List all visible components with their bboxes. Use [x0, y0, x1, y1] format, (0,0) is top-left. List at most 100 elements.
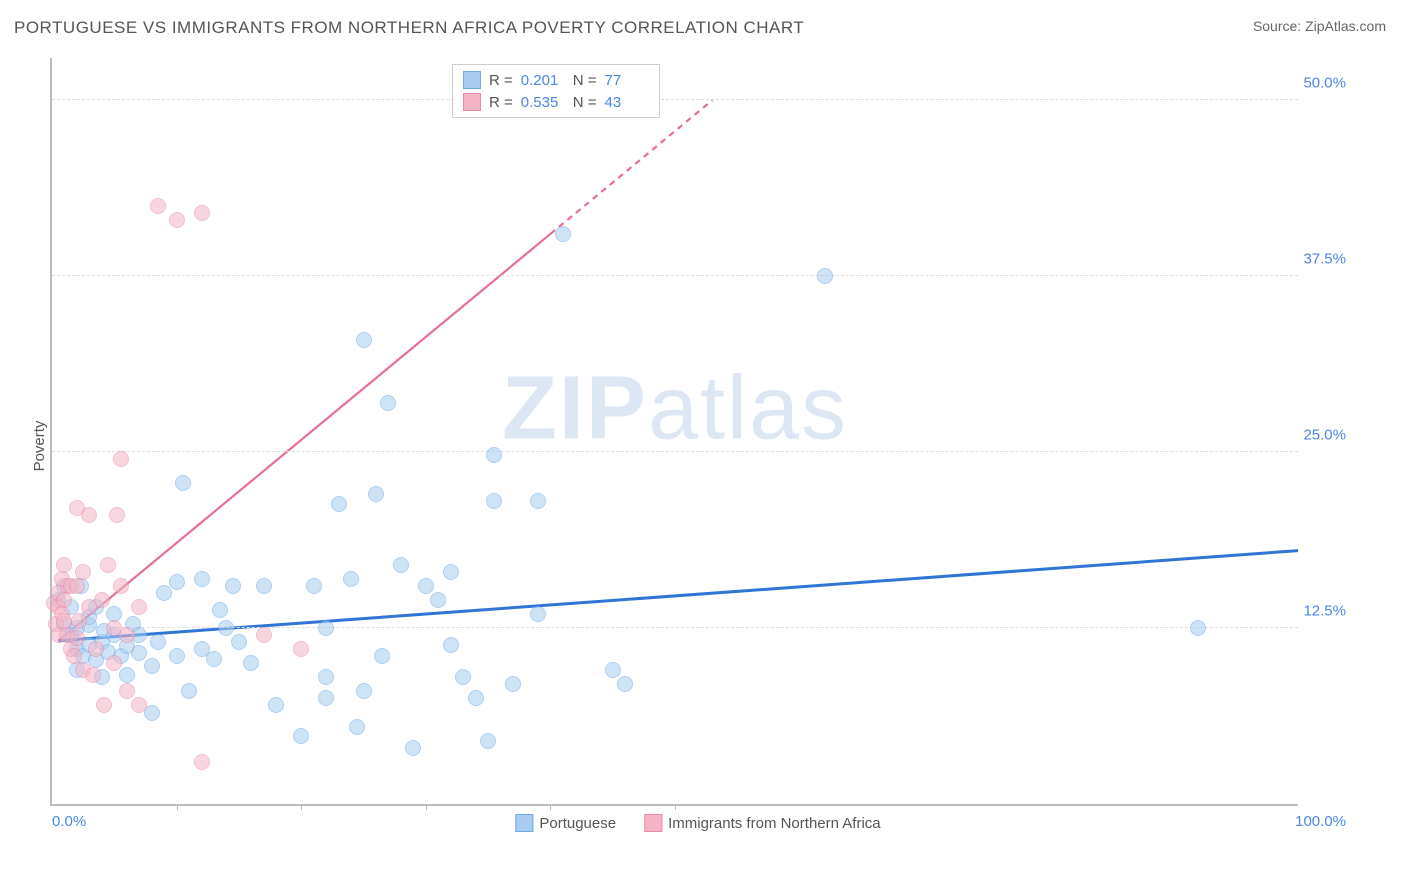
legend-row: R = 0.201 N = 77 [453, 69, 659, 91]
r-value: 0.535 [521, 94, 565, 111]
data-point [218, 620, 234, 636]
data-point [88, 641, 104, 657]
series-legend: Portuguese Immigrants from Northern Afri… [515, 814, 880, 832]
n-label: N = [573, 72, 597, 89]
legend-swatch [515, 814, 533, 832]
source-attribution: Source: ZipAtlas.com [1253, 18, 1386, 34]
watermark-rest: atlas [648, 358, 848, 458]
x-axis-max-label: 100.0% [1295, 813, 1346, 830]
data-point [374, 648, 390, 664]
n-value: 43 [605, 94, 649, 111]
data-point [430, 592, 446, 608]
data-point [455, 669, 471, 685]
x-tick-mark [177, 804, 178, 810]
data-point [169, 648, 185, 664]
x-axis-min-label: 0.0% [52, 813, 86, 830]
data-point [486, 447, 502, 463]
data-point [119, 667, 135, 683]
data-point [169, 574, 185, 590]
data-point [156, 585, 172, 601]
data-point [150, 198, 166, 214]
data-point [486, 493, 502, 509]
x-tick-mark [550, 804, 551, 810]
x-tick-mark [675, 804, 676, 810]
data-point [71, 613, 87, 629]
y-tick-label: 12.5% [1302, 603, 1346, 620]
data-point [81, 507, 97, 523]
data-point [119, 627, 135, 643]
data-point [119, 683, 135, 699]
data-point [113, 578, 129, 594]
r-label: R = [489, 94, 513, 111]
legend-row: R = 0.535 N = 43 [453, 91, 659, 113]
data-point [194, 205, 210, 221]
data-point [96, 697, 112, 713]
y-tick-label: 25.0% [1302, 427, 1346, 444]
legend-item: Immigrants from Northern Africa [644, 814, 881, 832]
data-point [318, 620, 334, 636]
data-point [106, 655, 122, 671]
data-point [318, 690, 334, 706]
data-point [530, 493, 546, 509]
n-value: 77 [605, 72, 649, 89]
data-point [56, 557, 72, 573]
data-point [175, 475, 191, 491]
data-point [349, 719, 365, 735]
data-point [817, 268, 833, 284]
gridline [52, 627, 1298, 628]
x-tick-mark [301, 804, 302, 810]
source-prefix: Source: [1253, 18, 1305, 34]
source-name: ZipAtlas.com [1305, 18, 1386, 34]
legend-swatch [644, 814, 662, 832]
data-point [100, 557, 116, 573]
n-label: N = [573, 94, 597, 111]
data-point [94, 592, 110, 608]
data-point [380, 395, 396, 411]
data-point [555, 226, 571, 242]
data-point [405, 740, 421, 756]
data-point [131, 697, 147, 713]
plot-area: ZIPatlas R = 0.201 N = 77 R = 0.535 N = … [50, 58, 1298, 806]
data-point [343, 571, 359, 587]
data-point [505, 676, 521, 692]
data-point [75, 564, 91, 580]
data-point [293, 641, 309, 657]
y-axis-label: Poverty [31, 421, 48, 472]
data-point [293, 728, 309, 744]
data-point [85, 667, 101, 683]
data-point [418, 578, 434, 594]
data-point [194, 754, 210, 770]
gridline [52, 99, 1298, 100]
y-tick-label: 50.0% [1302, 75, 1346, 92]
legend-item: Portuguese [515, 814, 616, 832]
data-point [356, 332, 372, 348]
data-point [131, 599, 147, 615]
data-point [225, 578, 241, 594]
data-point [480, 733, 496, 749]
chart-title: PORTUGUESE VS IMMIGRANTS FROM NORTHERN A… [14, 18, 804, 38]
data-point [468, 690, 484, 706]
data-point [212, 602, 228, 618]
data-point [393, 557, 409, 573]
data-point [306, 578, 322, 594]
data-point [331, 496, 347, 512]
data-point [206, 651, 222, 667]
data-point [181, 683, 197, 699]
data-point [109, 507, 125, 523]
data-point [443, 637, 459, 653]
data-point [356, 683, 372, 699]
gridline [52, 275, 1298, 276]
x-tick-mark [426, 804, 427, 810]
data-point [368, 486, 384, 502]
data-point [231, 634, 247, 650]
data-point [131, 645, 147, 661]
data-point [243, 655, 259, 671]
data-point [69, 630, 85, 646]
data-point [617, 676, 633, 692]
correlation-legend: R = 0.201 N = 77 R = 0.535 N = 43 [452, 64, 660, 118]
data-point [605, 662, 621, 678]
watermark: ZIPatlas [502, 357, 848, 460]
chart-plot: ZIPatlas R = 0.201 N = 77 R = 0.535 N = … [50, 58, 1346, 838]
trend-lines [52, 58, 1298, 804]
legend-label: Portuguese [539, 815, 616, 832]
